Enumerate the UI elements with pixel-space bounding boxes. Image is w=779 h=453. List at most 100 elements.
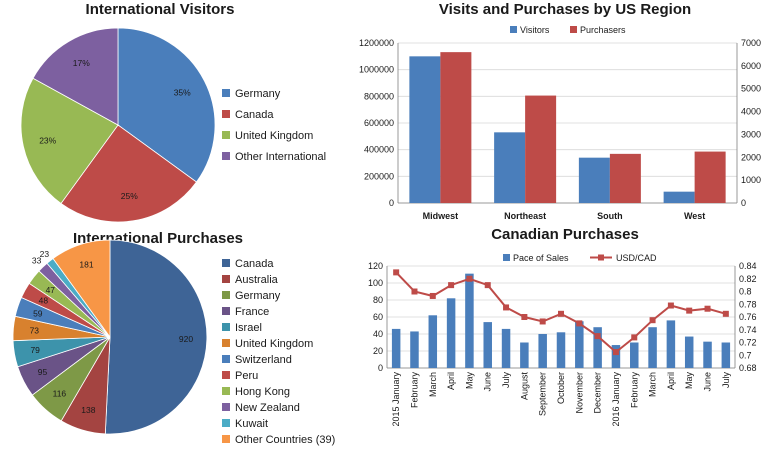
purchases-legend-swatch-hong-kong <box>222 387 230 395</box>
visitors-legend-canada: Canada <box>235 109 274 121</box>
visitors-label-united-kingdom: 23% <box>39 136 56 146</box>
purchases-legend-swatch-kuwait <box>222 419 230 427</box>
purchases-slice-canada <box>104 239 208 435</box>
canadian-bar-december-11 <box>593 327 602 368</box>
canadian-bar-may-4 <box>465 273 474 368</box>
canadian-bar-july-6 <box>501 328 511 368</box>
us-region-bar-visitors-south <box>578 157 610 203</box>
visitors-legend-swatch-canada <box>222 110 230 118</box>
canadian-line-point-8 <box>539 318 546 325</box>
canadian-line-point-6 <box>503 304 510 311</box>
purchases-label-canada: 920 <box>179 334 193 344</box>
purchases-label-germany: 116 <box>53 389 67 399</box>
purchases-label-france: 95 <box>38 367 48 377</box>
canadian-line-point-0 <box>393 269 400 276</box>
canadian-line-point-13 <box>631 334 638 341</box>
canadian-xtick-june: June <box>483 372 493 392</box>
purchases-label-united-kingdom: 73 <box>30 325 40 335</box>
canadian-bar-october-9 <box>556 332 566 368</box>
purchases-legend-switzerland: Switzerland <box>235 354 292 366</box>
us-region-ytick-left: 600000 <box>364 118 394 128</box>
purchases-label-hong-kong: 47 <box>46 285 56 295</box>
purchases-legend-australia: Australia <box>235 274 279 286</box>
canadian-bar-march-2 <box>428 315 438 368</box>
canadian-line-point-14 <box>649 317 656 324</box>
purchases-legend-kuwait: Kuwait <box>235 418 268 430</box>
purchases-legend-germany: Germany <box>235 290 281 302</box>
us-region-bar-visitors-northeast <box>494 132 526 203</box>
us-region-ytick-right: 1000 <box>741 175 761 185</box>
canadian-line-point-18 <box>722 310 729 317</box>
canadian-line-point-12 <box>612 349 619 356</box>
canadian-ytick-right: 0.78 <box>739 299 757 309</box>
purchases-legend-swatch-other-countries-39 <box>222 435 230 443</box>
visitors-label-germany: 35% <box>174 87 191 97</box>
canadian-line-point-15 <box>667 302 674 309</box>
canadian-xtick-april: April <box>446 372 456 390</box>
us-region-legend-visitors: Visitors <box>520 25 550 35</box>
canadian-bar-july-18 <box>721 342 731 368</box>
visitors-slice-germany <box>117 27 216 183</box>
canadian-ytick-left: 40 <box>373 329 383 339</box>
canadian-line-point-1 <box>411 288 418 295</box>
purchases-slice-other-countries-39 <box>52 239 111 339</box>
canadian-xtick-october: October <box>556 372 566 404</box>
us-region-ytick-right: 6000 <box>741 61 761 71</box>
purchases-legend-swatch-united-kingdom <box>222 339 230 347</box>
canadian-xtick-may: May <box>684 372 694 390</box>
visitors-legend-united-kingdom: United Kingdom <box>235 130 313 142</box>
canadian-bar-february-1 <box>410 331 419 368</box>
us-region-bar-purchasers-midwest <box>440 52 472 204</box>
canadian-ytick-left: 120 <box>368 261 383 271</box>
us-region-bar-purchasers-west <box>694 151 726 203</box>
us-region-ytick-left: 400000 <box>364 145 394 155</box>
purchases-label-australia: 138 <box>81 405 95 415</box>
canadian-legend-pace-of-sales: Pace of Sales <box>513 253 569 263</box>
canadian-xtick-february: February <box>410 372 420 409</box>
canadian-legend-swatch-pace-of-sales <box>503 254 510 261</box>
us-region-ytick-right: 4000 <box>741 107 761 117</box>
canadian-line-point-4 <box>466 275 473 282</box>
visitors-legend-other-international: Other International <box>235 151 326 163</box>
visitors-slice-canada <box>60 124 198 223</box>
canadian-ytick-left: 0 <box>378 363 383 373</box>
canadian-ytick-left: 20 <box>373 346 383 356</box>
us-region-ytick-left: 200000 <box>364 171 394 181</box>
canadian-ytick-right: 0.74 <box>739 325 757 335</box>
canadian-ytick-left: 100 <box>368 278 383 288</box>
purchases-legend-france: France <box>235 306 269 318</box>
us-region-legend-swatch-visitors <box>510 26 517 33</box>
canadian-xtick-march: March <box>428 372 438 397</box>
us-region-xtick-midwest: Midwest <box>423 211 459 221</box>
canadian-xtick-september: September <box>538 372 548 416</box>
canadian-xtick-2015-january: 2015 January <box>391 372 401 427</box>
canadian-bar-2015-january-0 <box>391 328 401 368</box>
purchases-label-switzerland: 59 <box>33 308 43 318</box>
purchases-label-other-countries-39: 181 <box>79 260 93 270</box>
visitors-legend-swatch-united-kingdom <box>222 131 230 139</box>
canadian-line-point-2 <box>429 292 436 299</box>
canadian-ytick-right: 0.68 <box>739 363 757 373</box>
visitors-legend-germany: Germany <box>235 88 281 100</box>
visitors-label-canada: 25% <box>121 191 138 201</box>
canadian-bar-february-13 <box>630 342 639 368</box>
purchases-legend-new-zealand: New Zealand <box>235 402 300 414</box>
purchases-legend-hong-kong: Hong Kong <box>235 386 290 398</box>
canadian-bar-june-17 <box>703 341 712 368</box>
canadian-line-point-17 <box>704 305 711 312</box>
canadian-ytick-left: 60 <box>373 312 383 322</box>
us-region-ytick-left: 800000 <box>364 91 394 101</box>
us-region-xtick-northeast: Northeast <box>504 211 546 221</box>
purchases-legend-other-countries-39: Other Countries (39) <box>235 434 335 446</box>
canadian-bar-march-14 <box>648 327 657 368</box>
visitors-slice-other-international <box>32 27 119 126</box>
canadian-bar-april-15 <box>666 320 676 368</box>
visitors-label-other-international: 17% <box>73 58 90 68</box>
canadian-ytick-right: 0.8 <box>739 287 752 297</box>
canadian-xtick-february: February <box>629 372 639 409</box>
canadian-xtick-june: June <box>703 372 713 392</box>
canadian-line-point-9 <box>558 310 564 317</box>
canadian-line-point-10 <box>576 320 583 327</box>
canadian-legend-usd-cad: USD/CAD <box>616 253 657 263</box>
purchases-label-kuwait: 23 <box>40 249 50 259</box>
